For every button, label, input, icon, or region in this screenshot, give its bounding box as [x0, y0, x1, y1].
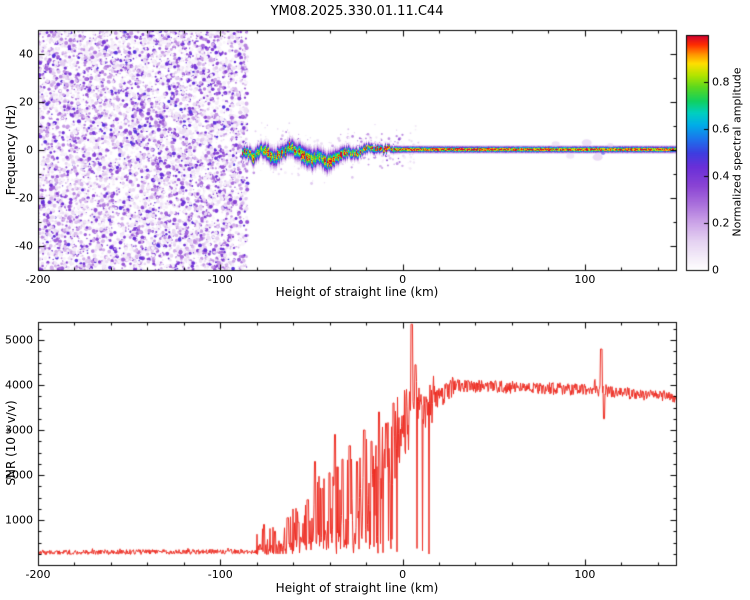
figure: YM08.2025.330.01.11.C44 Frequency (Hz) H… — [0, 0, 750, 600]
plots-canvas — [0, 0, 750, 600]
